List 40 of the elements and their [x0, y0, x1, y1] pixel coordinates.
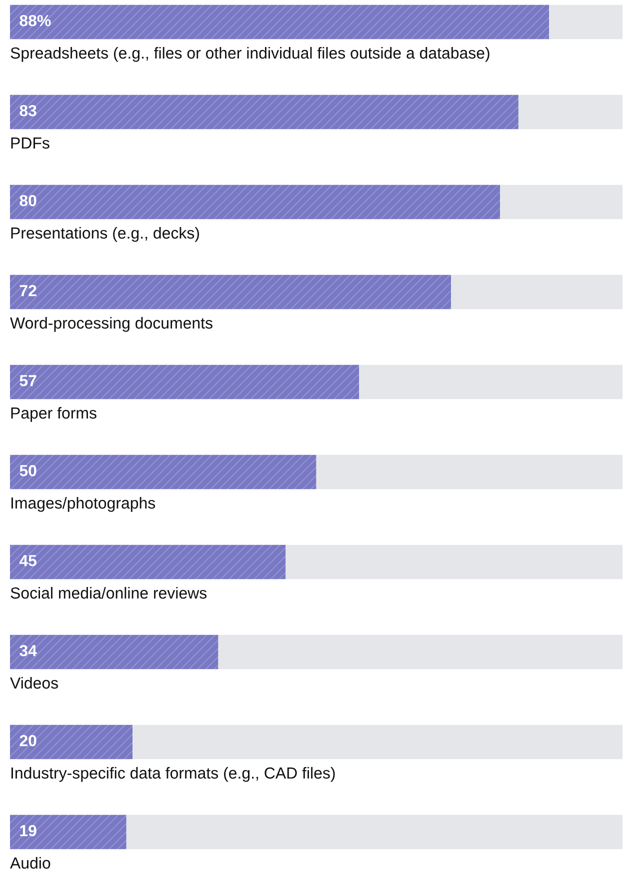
- data-label: 80: [20, 194, 36, 206]
- y-tick-label: Videos: [10, 676, 58, 689]
- bar: [10, 94, 518, 130]
- data-label: 57: [20, 375, 36, 386]
- data-label: 50: [20, 464, 36, 476]
- bar: [10, 724, 133, 760]
- y-tick-label: Images/photographs: [11, 496, 156, 512]
- data-label: 83: [20, 104, 36, 116]
- bar: [10, 364, 360, 400]
- bar: [132, 724, 623, 760]
- bar: [10, 454, 316, 490]
- bar: [126, 814, 623, 850]
- bar: [10, 634, 218, 670]
- bar: [10, 814, 126, 850]
- bar: [359, 364, 623, 400]
- bar: [218, 634, 623, 670]
- data-label: 20: [20, 734, 36, 746]
- bar: [549, 4, 623, 40]
- bar: [10, 274, 452, 310]
- data-label: 72: [20, 284, 36, 296]
- bar: [286, 544, 623, 580]
- bar: [518, 94, 623, 130]
- y-tick-label: Social media/online reviews: [10, 586, 207, 599]
- data-label: 45: [19, 555, 37, 566]
- data-label: 34: [20, 644, 37, 656]
- y-tick-label: Word-processing documents: [10, 316, 212, 332]
- y-tick-label: PDFs: [11, 138, 50, 149]
- y-tick-label: Audio: [10, 856, 50, 869]
- bar: [10, 4, 550, 40]
- bar: [316, 454, 623, 490]
- data-label: 88%: [20, 14, 51, 26]
- data-label: 19: [20, 824, 36, 836]
- y-tick-label: Presentations (e.g., decks): [11, 226, 199, 242]
- bar: [451, 274, 623, 310]
- bar: [10, 184, 500, 220]
- bar: [10, 544, 286, 580]
- y-tick-label: Industry-specific data formats (e.g., CAD files): [11, 766, 335, 782]
- bar: [500, 184, 623, 220]
- y-tick-label: Paper forms: [11, 406, 96, 422]
- y-tick-label: Spreadsheets (e.g., files or other individual files outside a database): [10, 46, 490, 62]
